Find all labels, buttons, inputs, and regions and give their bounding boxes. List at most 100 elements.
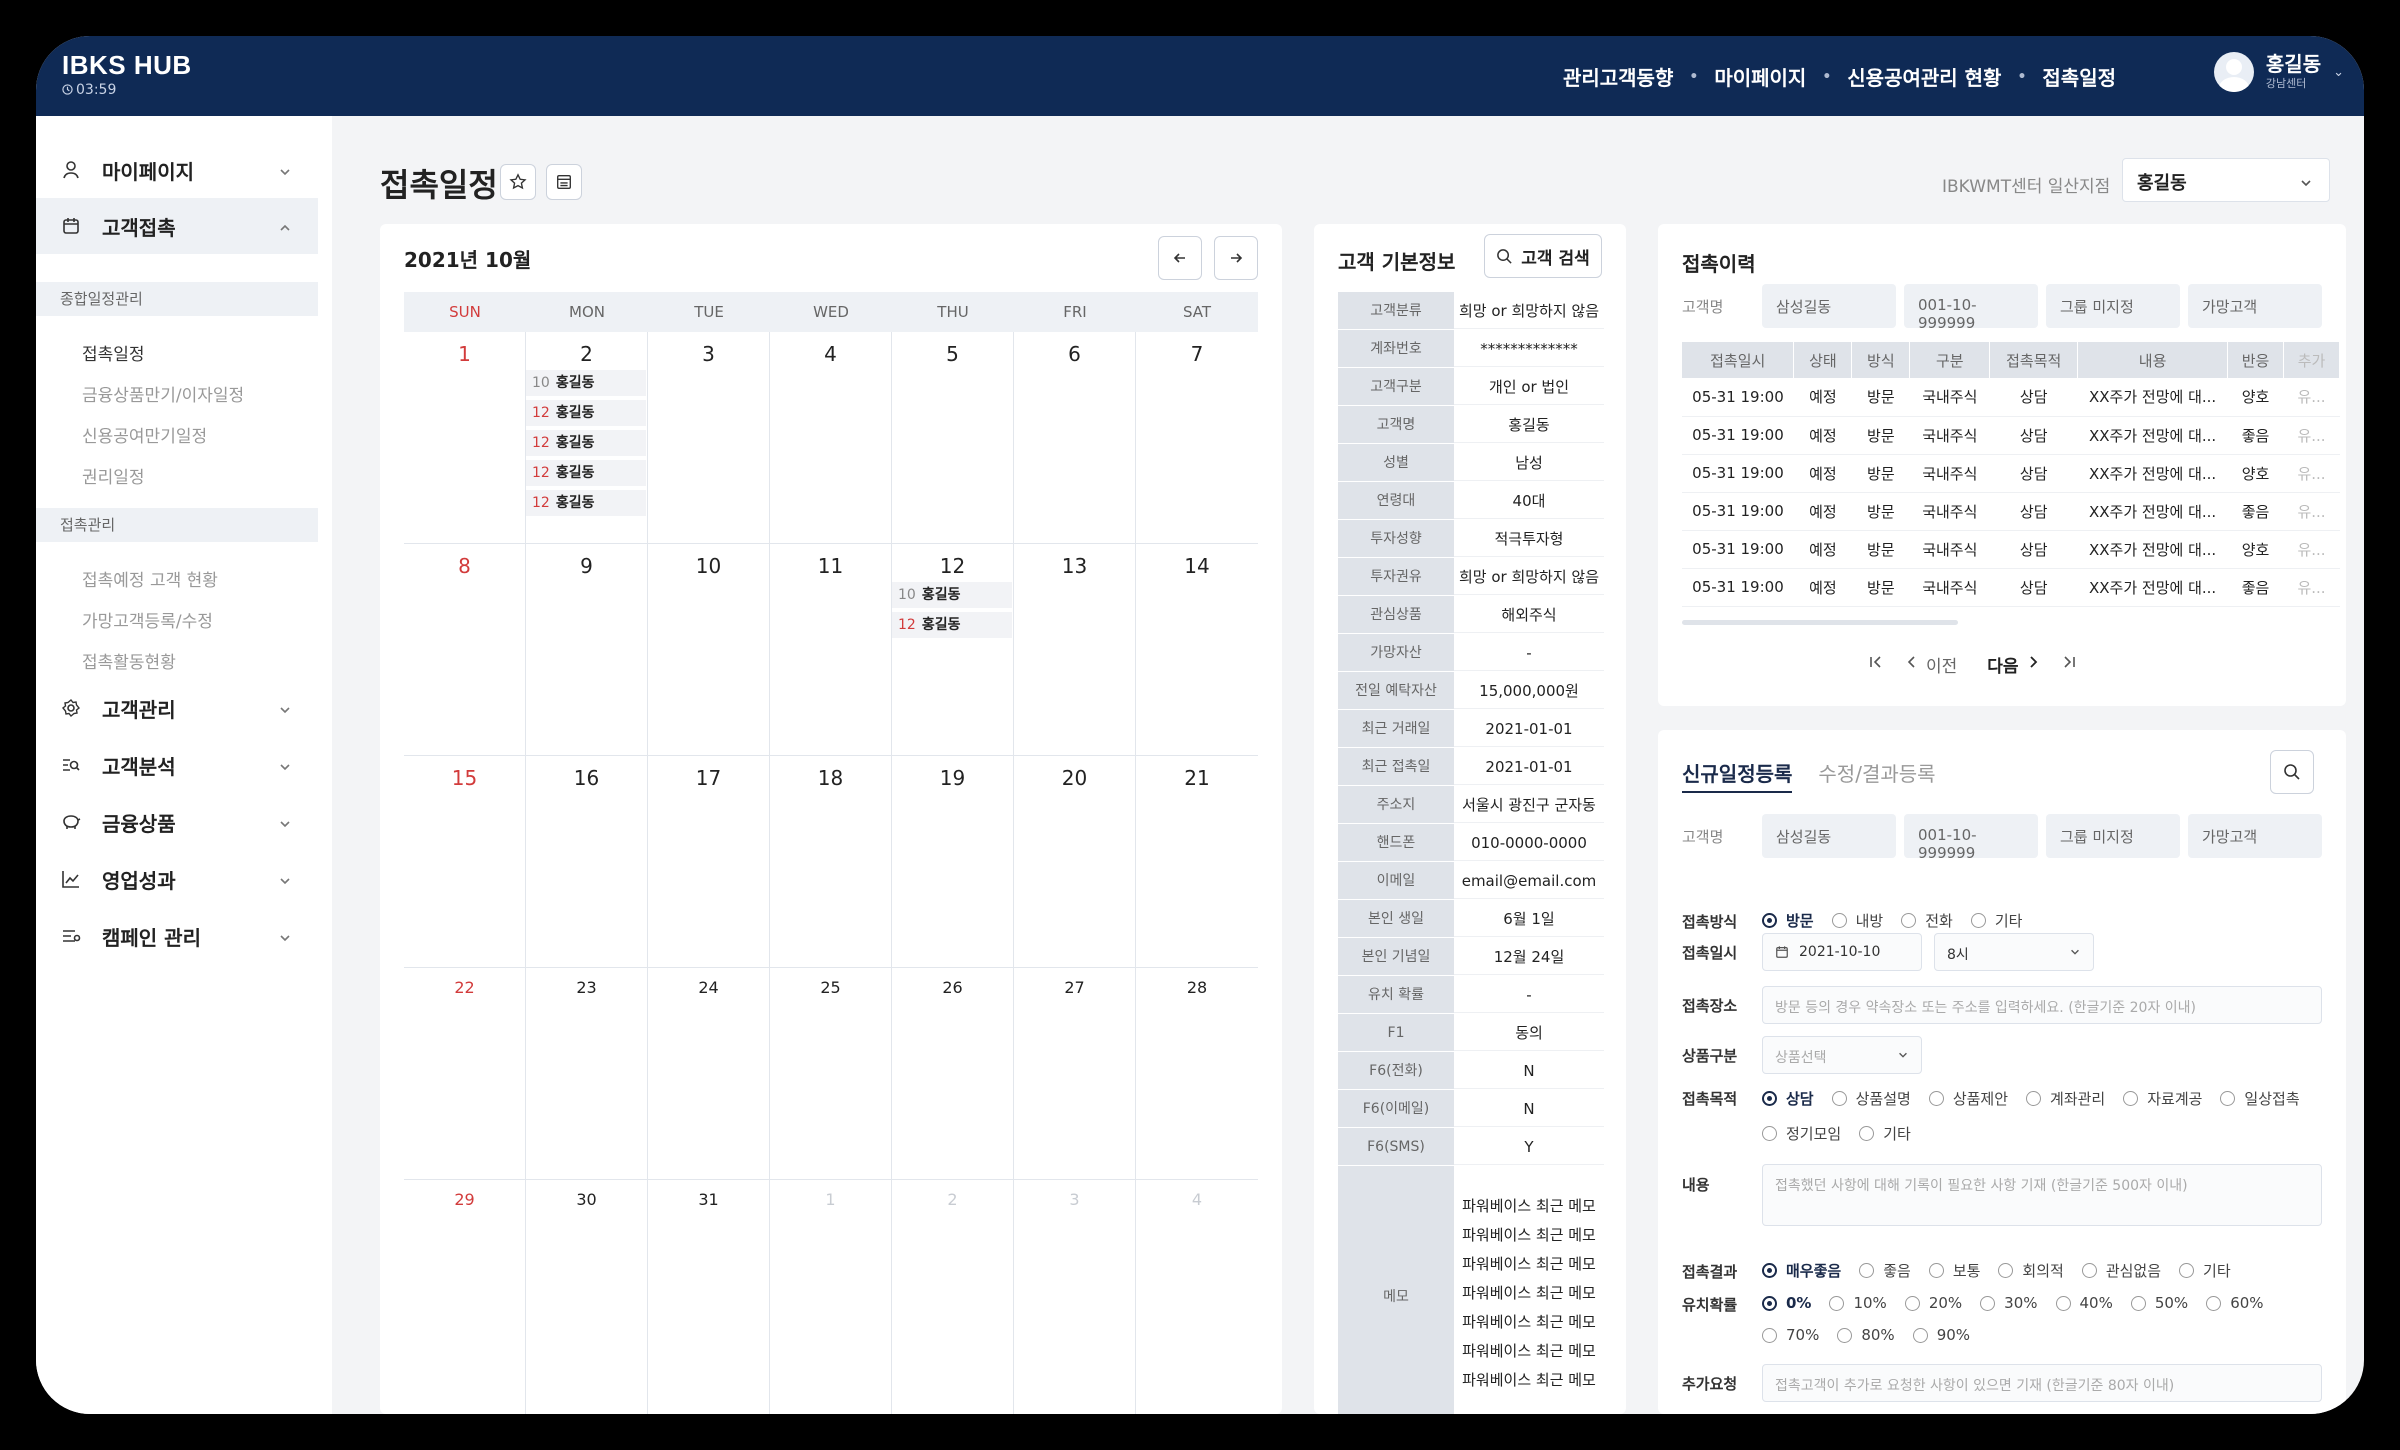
calendar-view-button[interactable]: [546, 164, 582, 200]
time-select[interactable]: 8시: [1934, 933, 2094, 971]
contact-place-input[interactable]: 방문 등의 경우 약속장소 또는 주소를 입력하세요. (한글기준 20자 이내…: [1762, 986, 2322, 1024]
sidebar-item-financial-products[interactable]: 금융상품: [36, 794, 318, 850]
calendar-day-cell[interactable]: 1: [770, 1180, 892, 1414]
calendar-day-cell[interactable]: 10: [648, 544, 770, 756]
sidebar-item-customer-analysis[interactable]: 고객분석: [36, 737, 318, 793]
sidebar-sub-contact-schedule[interactable]: 접촉일정: [82, 345, 145, 365]
tab-edit-result[interactable]: 수정/결과등록: [1818, 762, 1936, 786]
calendar-day-cell[interactable]: 5: [892, 332, 1014, 544]
form-customer-group[interactable]: 그룹 미지정: [2046, 814, 2180, 858]
table-row[interactable]: 05-31 19:00 예정 방문 국내주식 상담 XX주가 전망에 대... 좋음 유...: [1682, 492, 2340, 531]
prev-page-button[interactable]: 이전: [1926, 657, 1958, 677]
probability-radio[interactable]: 30%: [1980, 1294, 2038, 1312]
probability-radio[interactable]: 10%: [1829, 1294, 1887, 1312]
contact-purpose-radio[interactable]: 계좌관리: [2026, 1088, 2105, 1109]
calendar-day-cell[interactable]: 2 10 홍길동 12 홍길동 12 홍길동 12 홍길동 12 홍길동: [526, 332, 648, 544]
calendar-event[interactable]: 12 홍길동: [526, 400, 646, 426]
filter-prospect[interactable]: 가망고객: [2188, 284, 2322, 328]
calendar-day-cell[interactable]: 28: [1136, 968, 1258, 1180]
table-row[interactable]: 05-31 19:00 예정 방문 국내주식 상담 XX주가 전망에 대... 양호 유...: [1682, 454, 2340, 493]
calendar-day-cell[interactable]: 7: [1136, 332, 1258, 544]
calendar-day-cell[interactable]: 27: [1014, 968, 1136, 1180]
sidebar-sub-planned-contacts[interactable]: 접촉예정 고객 현황: [82, 571, 218, 591]
sidebar-item-campaign[interactable]: 캠페인 관리: [36, 908, 318, 964]
sidebar-sub-prospect-register[interactable]: 가망고객등록/수정: [82, 612, 213, 632]
calendar-day-cell[interactable]: 12 10 홍길동 12 홍길동: [892, 544, 1014, 756]
probability-radio[interactable]: 90%: [1912, 1326, 1970, 1344]
sidebar-sub-contact-activity[interactable]: 접촉활동현황: [82, 653, 176, 673]
calendar-day-cell[interactable]: 19: [892, 756, 1014, 968]
tab-new-schedule[interactable]: 신규일정등록: [1682, 758, 1793, 793]
calendar-day-cell[interactable]: 25: [770, 968, 892, 1180]
calendar-event[interactable]: 12 홍길동: [526, 490, 646, 516]
contact-purpose-radio[interactable]: 상담: [1762, 1088, 1814, 1109]
table-row[interactable]: 05-31 19:00 예정 방문 국내주식 상담 XX주가 전망에 대... 좋음 유...: [1682, 568, 2340, 607]
prev-month-button[interactable]: [1158, 236, 1202, 280]
first-page-icon[interactable]: [1868, 654, 1884, 675]
calendar-event[interactable]: 12 홍길동: [526, 460, 646, 486]
form-customer-prospect[interactable]: 가망고객: [2188, 814, 2322, 858]
form-customer-account[interactable]: 001-10-999999: [1904, 814, 2038, 862]
product-type-select[interactable]: 상품선택: [1762, 1036, 1922, 1074]
calendar-day-cell[interactable]: 4: [770, 332, 892, 544]
probability-radio[interactable]: 0%: [1762, 1294, 1811, 1312]
probability-radio[interactable]: 60%: [2206, 1294, 2264, 1312]
calendar-day-cell[interactable]: 3: [1014, 1180, 1136, 1414]
probability-radio[interactable]: 40%: [2055, 1294, 2113, 1312]
calendar-event[interactable]: 12 홍길동: [892, 612, 1012, 638]
calendar-day-cell[interactable]: 16: [526, 756, 648, 968]
calendar-day-cell[interactable]: 9: [526, 544, 648, 756]
calendar-day-cell[interactable]: 1: [404, 332, 526, 544]
sidebar-sub-rights[interactable]: 권리일정: [82, 468, 145, 488]
contact-method-radio[interactable]: 방문: [1762, 910, 1814, 931]
probability-radio[interactable]: 20%: [1904, 1294, 1962, 1312]
calendar-day-cell[interactable]: 31: [648, 1180, 770, 1414]
filter-group[interactable]: 그룹 미지정: [2046, 284, 2180, 328]
calendar-day-cell[interactable]: 21: [1136, 756, 1258, 968]
table-row[interactable]: 05-31 19:00 예정 방문 국내주식 상담 XX주가 전망에 대... 양호 유...: [1682, 530, 2340, 569]
filter-account[interactable]: 001-10-999999: [1904, 284, 2038, 332]
contact-method-radio[interactable]: 기타: [1970, 910, 2022, 931]
contact-purpose-radio[interactable]: 상품제안: [1928, 1088, 2008, 1109]
filter-customer-name[interactable]: 삼성길동: [1762, 284, 1896, 328]
table-row[interactable]: 05-31 19:00 예정 방문 국내주식 상담 XX주가 전망에 대... 좋음 유...: [1682, 416, 2340, 455]
probability-radio[interactable]: 70%: [1762, 1326, 1819, 1344]
nav-customer-trend[interactable]: 관리고객동향: [1562, 66, 1674, 90]
calendar-day-cell[interactable]: 2: [892, 1180, 1014, 1414]
next-month-button[interactable]: [1214, 236, 1258, 280]
calendar-day-cell[interactable]: 23: [526, 968, 648, 1180]
contact-result-radio[interactable]: 관심없음: [2081, 1260, 2161, 1281]
brand-logo[interactable]: IBKS HUB: [62, 50, 192, 80]
calendar-day-cell[interactable]: 13: [1014, 544, 1136, 756]
contact-result-radio[interactable]: 회의적: [1998, 1260, 2064, 1281]
form-customer-name[interactable]: 삼성길동: [1762, 814, 1896, 858]
calendar-event[interactable]: 10 홍길동: [892, 582, 1012, 608]
calendar-day-cell[interactable]: 30: [526, 1180, 648, 1414]
contact-purpose-radio[interactable]: 일상접촉: [2220, 1088, 2300, 1109]
calendar-day-cell[interactable]: 17: [648, 756, 770, 968]
nav-credit-status[interactable]: 신용공여관리 현황: [1847, 66, 2002, 90]
calendar-day-cell[interactable]: 4: [1136, 1180, 1258, 1414]
last-page-icon[interactable]: [2061, 654, 2077, 675]
calendar-day-cell[interactable]: 26: [892, 968, 1014, 1180]
sidebar-item-mypage[interactable]: 마이페이지: [36, 142, 318, 198]
calendar-day-cell[interactable]: 18: [770, 756, 892, 968]
calendar-day-cell[interactable]: 8: [404, 544, 526, 756]
favorite-button[interactable]: [500, 164, 536, 200]
sidebar-item-contact[interactable]: 고객접촉: [36, 198, 318, 254]
calendar-day-cell[interactable]: 24: [648, 968, 770, 1180]
calendar-day-cell[interactable]: 3: [648, 332, 770, 544]
manager-select[interactable]: 홍길동: [2122, 158, 2330, 202]
contact-method-radio[interactable]: 내방: [1831, 910, 1883, 931]
contact-purpose-radio[interactable]: 기타: [1859, 1123, 1911, 1144]
calendar-day-cell[interactable]: 14: [1136, 544, 1258, 756]
contact-purpose-radio[interactable]: 자료계공: [2123, 1088, 2202, 1109]
customer-search-button[interactable]: 고객 검색: [1484, 234, 1602, 278]
probability-radio[interactable]: 50%: [2130, 1294, 2188, 1312]
date-input[interactable]: 2021-10-10: [1762, 933, 1922, 971]
extra-request-input[interactable]: 접촉고객이 추가로 요청한 사항이 있으면 기재 (한글기준 80자 이내): [1762, 1364, 2322, 1402]
content-textarea[interactable]: 접촉했던 사항에 대해 기록이 필요한 사항 기재 (한글기준 500자 이내): [1762, 1164, 2322, 1226]
sidebar-item-sales-performance[interactable]: 영업성과: [36, 851, 318, 907]
next-page-button[interactable]: 다음: [1987, 657, 2019, 677]
sidebar-item-customer-mgmt[interactable]: 고객관리: [36, 680, 318, 736]
